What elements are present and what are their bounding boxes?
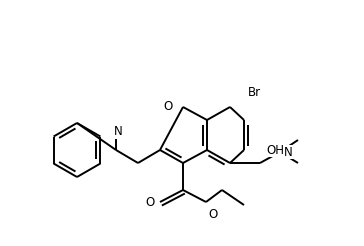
Text: N: N	[114, 125, 122, 138]
Text: O: O	[146, 196, 155, 209]
Text: O: O	[164, 101, 173, 113]
Text: OH: OH	[266, 143, 284, 156]
Text: O: O	[208, 208, 217, 221]
Text: Br: Br	[248, 86, 261, 99]
Text: N: N	[284, 145, 293, 158]
